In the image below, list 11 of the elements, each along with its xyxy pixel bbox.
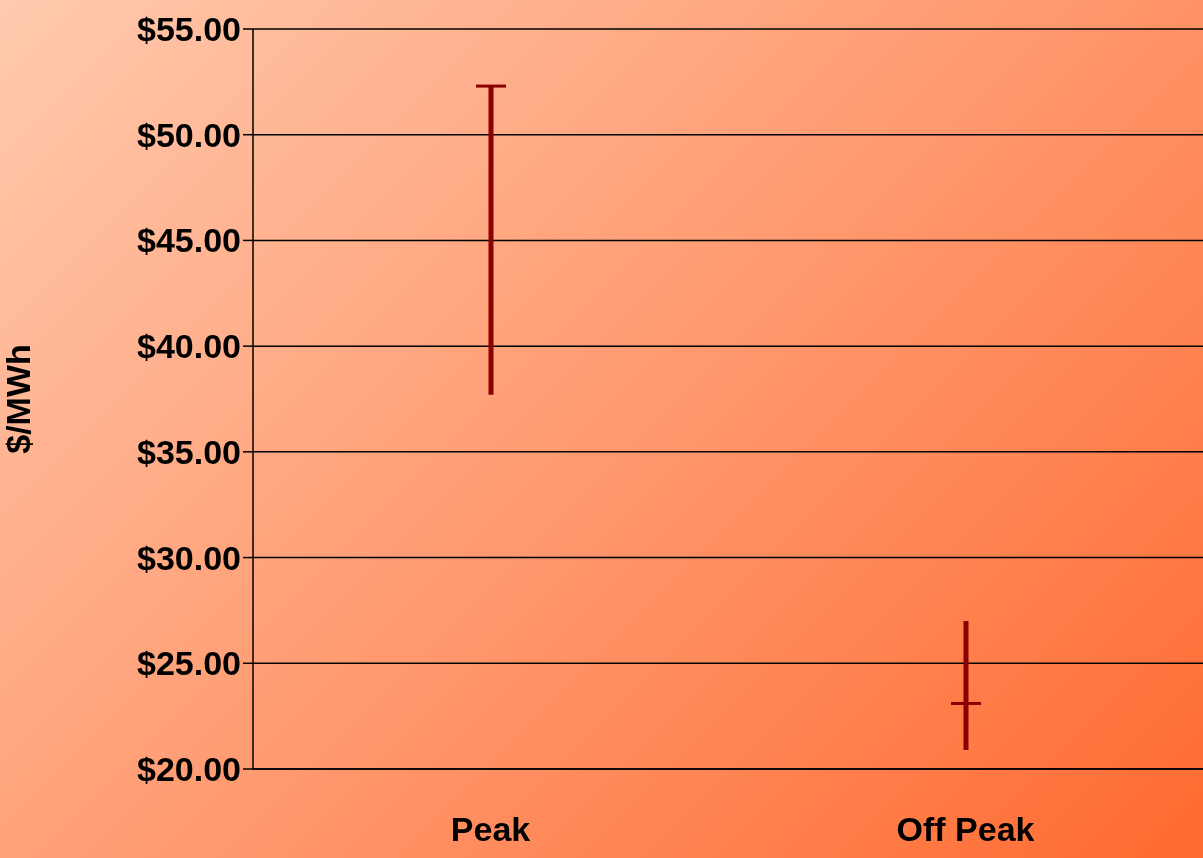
x-tick-label: Off Peak <box>896 810 1035 849</box>
y-tick-label: $40.00 <box>137 327 241 366</box>
y-tick-label: $20.00 <box>137 750 241 789</box>
y-tick-label: $25.00 <box>137 644 241 683</box>
y-tick-label: $30.00 <box>137 538 241 577</box>
y-tick-label: $45.00 <box>137 221 241 260</box>
y-tick-label: $35.00 <box>137 432 241 471</box>
x-tick-label: Peak <box>450 810 531 849</box>
y-tick-label: $55.00 <box>137 10 241 49</box>
y-axis-title: $/MWh <box>0 344 38 454</box>
y-tick-label: $50.00 <box>137 115 241 154</box>
